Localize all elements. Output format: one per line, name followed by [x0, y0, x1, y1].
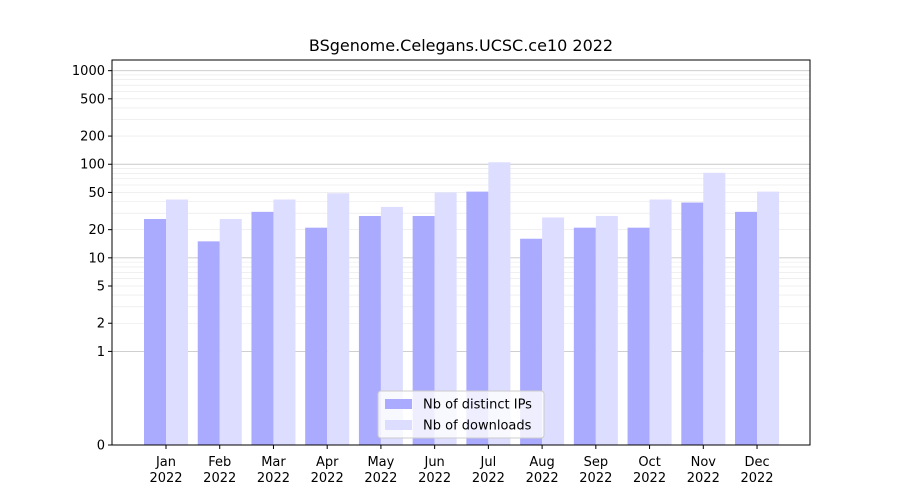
x-tick-label-month: Nov [691, 455, 717, 470]
x-tick-label-month: Oct [638, 455, 660, 470]
x-tick-label-month: Dec [744, 455, 769, 470]
bar-downloads [327, 193, 350, 445]
y-tick-label: 10 [88, 251, 105, 266]
bar-downloads [219, 218, 242, 445]
x-tick-label-month: May [367, 455, 394, 470]
y-tick-label: 100 [80, 158, 105, 173]
x-tick-label-year: 2022 [311, 471, 344, 486]
x-tick-label-month: Apr [316, 455, 339, 470]
bar-distinct-ips [573, 227, 596, 445]
bar-distinct-ips [412, 215, 435, 445]
bar-downloads [595, 215, 618, 445]
bar-downloads [488, 162, 511, 446]
legend-label: Nb of distinct IPs [423, 398, 532, 413]
x-tick-label-year: 2022 [149, 471, 182, 486]
y-tick-label: 1 [97, 345, 105, 360]
bar-distinct-ips [197, 241, 220, 445]
y-tick-label: 500 [80, 92, 105, 107]
bar-downloads [166, 199, 188, 445]
bar-downloads [380, 206, 403, 445]
x-tick-label-month: Jul [480, 455, 497, 470]
x-tick-label-year: 2022 [740, 471, 773, 486]
x-tick-label-year: 2022 [364, 471, 397, 486]
bar-downloads [434, 192, 457, 445]
x-tick-label-year: 2022 [526, 471, 559, 486]
y-tick-label: 5 [97, 280, 105, 295]
x-tick-label-month: Feb [208, 455, 231, 470]
x-tick-label-year: 2022 [472, 471, 505, 486]
legend-swatch [385, 420, 412, 430]
legend-swatch [385, 399, 412, 409]
x-tick-label-year: 2022 [579, 471, 612, 486]
bar-downloads [542, 217, 565, 445]
legend-box [377, 390, 545, 439]
y-tick-label: 50 [88, 186, 105, 201]
bar-distinct-ips [627, 227, 650, 445]
bar-distinct-ips [144, 218, 166, 445]
y-tick-label: 20 [88, 223, 105, 238]
x-tick-label-year: 2022 [418, 471, 451, 486]
y-tick-label: 200 [80, 130, 105, 145]
bar-distinct-ips [251, 211, 274, 445]
bar-distinct-ips [681, 202, 704, 445]
plot-frame [111, 59, 811, 446]
bar-downloads [649, 199, 672, 445]
legend-label: Nb of downloads [423, 419, 532, 434]
y-axis: 0 1 2 5 10 20 50 100 200 500 1000 [72, 64, 112, 454]
bar-distinct-ips [466, 191, 489, 445]
x-tick-label-month: Mar [261, 455, 286, 470]
x-tick-label-year: 2022 [257, 471, 290, 486]
x-tick-label-year: 2022 [633, 471, 666, 486]
x-axis: Jan2022Feb2022Mar2022Apr2022May2022Jun20… [149, 445, 774, 486]
bars [144, 162, 780, 446]
bar-distinct-ips [735, 211, 758, 445]
x-tick-label-year: 2022 [203, 471, 236, 486]
bar-distinct-ips [305, 227, 328, 445]
y-tick-label: 2 [97, 317, 105, 332]
x-tick-label-month: Sep [584, 455, 609, 470]
y-tick-label: 1000 [72, 64, 105, 79]
bar-downloads [757, 191, 780, 445]
bar-distinct-ips [358, 215, 381, 445]
x-tick-label-month: Jan [155, 455, 176, 470]
x-tick-label-year: 2022 [687, 471, 720, 486]
x-tick-label-month: Jun [423, 455, 444, 470]
bar-downloads [703, 172, 726, 445]
bar-downloads [273, 199, 296, 445]
x-tick-label-month: Aug [529, 455, 554, 470]
y-tick-label: 0 [97, 439, 105, 454]
legend: Nb of distinct IPs Nb of downloads [377, 390, 545, 439]
chart-title: BSgenome.Celegans.UCSC.ce10 2022 [309, 36, 613, 55]
